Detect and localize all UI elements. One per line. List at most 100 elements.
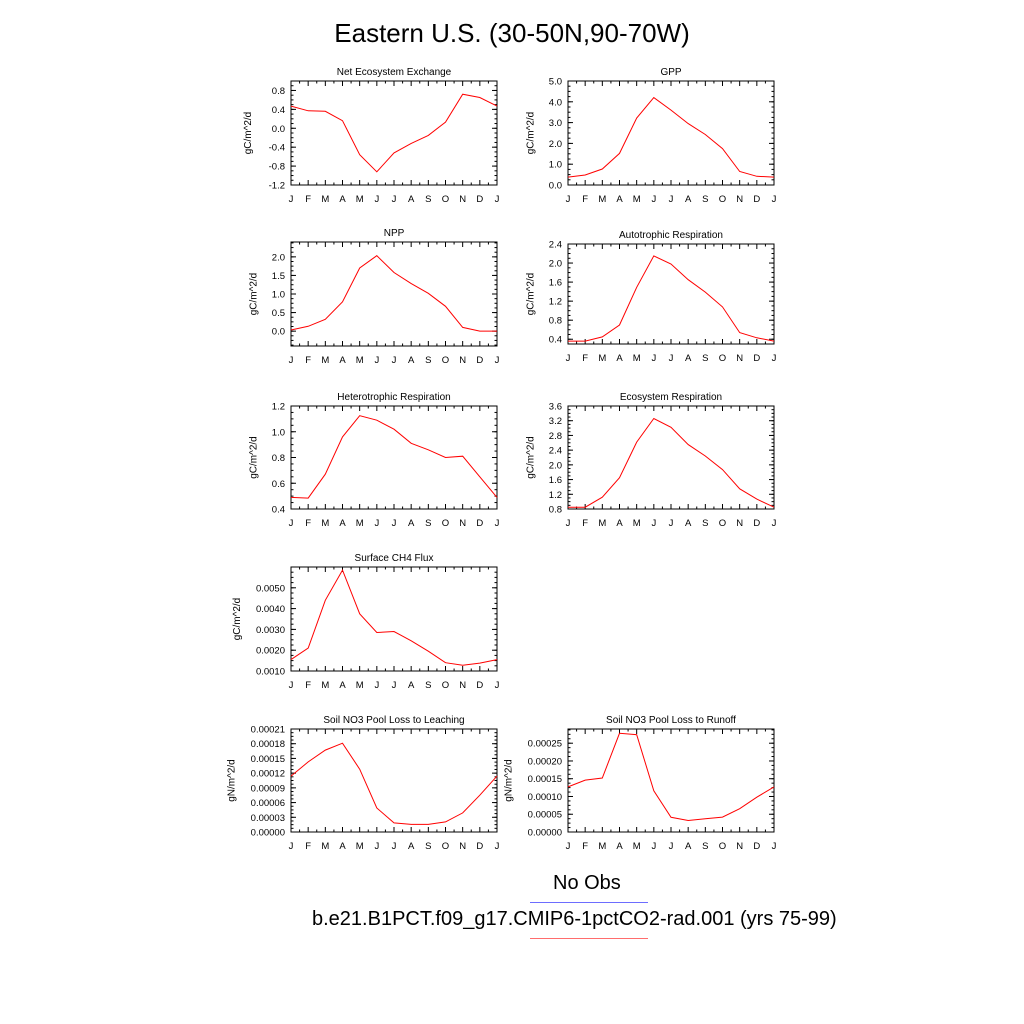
panel-2-xtick-label: J [651,194,656,205]
legend-obs-label: No Obs [553,872,621,894]
panel-8-xtick-label: J [495,841,500,852]
panel-8-xtick-label: A [339,841,346,852]
panel-8-xtick-label: J [374,841,379,852]
panel-6-ytick-label: 3.6 [549,402,562,413]
panel-8-xtick-label: A [408,841,415,852]
panel-7-xtick-label: O [442,680,449,691]
panel-5-xtick-label: J [374,518,379,529]
panel-7-frame [290,566,498,672]
panel-7-ytick-label: 0.0040 [256,604,285,615]
panel-9-xtick-label: D [753,841,760,852]
panel-4-series-line [568,255,775,342]
panel-6-xtick-label: F [582,518,588,529]
panel-4-xtick-label: N [736,353,743,364]
panel-6-xtick-label: M [598,518,606,529]
panel-3-xtick-label: A [339,355,346,366]
panel-3-xtick-label: O [442,355,449,366]
panel-3-xtick-label: A [408,355,415,366]
panel-1-xtick-label: O [442,194,449,205]
panel-3-ytick-label: 2.0 [272,252,285,263]
legend-case-line [530,938,648,939]
panel-7-xtick-label: F [305,680,311,691]
panel-4-frame [567,243,775,345]
panel-4-xtick-label: A [616,353,623,364]
panel-8-ytick-label: 0.00009 [251,783,285,794]
panel-6-xtick-label: D [753,518,760,529]
panel-2-series-line [567,96,775,178]
panel-8-ylabel: gN/m^2/d [227,759,238,802]
panel-4-ylabel: gC/m^2/d [526,273,537,316]
panel-8-xtick-label: J [289,841,294,852]
panel-5-ytick-label: 0.6 [272,479,285,490]
panel-1-ylabel: gC/m^2/d [243,112,254,155]
panel-1-xtick-label: M [356,194,364,205]
panel-8-title: Soil NO3 Pool Loss to Leaching [323,715,464,726]
panel-1-ytick-label: 0.0 [272,124,285,135]
panel-2-ytick-label: 3.0 [549,118,562,129]
panel-5-xtick-label: D [476,518,483,529]
panel-3-xtick-label: M [321,355,329,366]
panel-7-ytick-label: 0.0020 [256,646,285,657]
panel-3-xtick-label: M [356,355,364,366]
panel-9-xtick-label: M [598,841,606,852]
panel-4-ytick-label: 1.2 [549,297,562,308]
panel-1-xtick-label: D [476,194,483,205]
panel-1-series-line [290,93,498,173]
panel-5-ytick-label: 1.0 [272,427,285,438]
panel-1-ytick-label: -0.8 [269,162,285,173]
panel-6-xtick-label: A [616,518,623,529]
panel-3-xtick-label: F [305,355,311,366]
panel-2-xtick-label: S [702,194,708,205]
panel-1-ytick-label: 0.8 [272,86,285,97]
panel-3-xtick-label: J [495,355,500,366]
panel-8-ytick-label: 0.00012 [251,769,285,780]
panel-1-xtick-label: J [289,194,294,205]
panel-7-xtick-label: D [476,680,483,691]
panel-1-title: Net Ecosystem Exchange [337,67,452,78]
panel-7-xtick-label: J [374,680,379,691]
panel-2-xtick-label: O [719,194,726,205]
panel-4-ytick-label: 1.6 [549,278,562,289]
panel-9-xtick-label: M [633,841,641,852]
panel-3-xtick-label: J [392,355,397,366]
panel-6-xtick-label: J [772,518,777,529]
panel-8-xtick-label: N [459,841,466,852]
panel-2-ytick-label: 0.0 [549,181,562,192]
panel-2-ytick-label: 1.0 [549,160,562,171]
panel-4-xtick-label: J [772,353,777,364]
panel-1-xtick-label: J [392,194,397,205]
panel-8-ytick-label: 0.00018 [251,739,285,750]
panel-2-xtick-label: D [753,194,760,205]
panel-9-ytick-label: 0.00015 [528,774,562,785]
panel-2-title: GPP [660,67,681,78]
panel-3-ytick-label: 0.5 [272,308,285,319]
panel-4-xtick-label: A [685,353,692,364]
panel-9-ytick-label: 0.00025 [528,739,562,750]
panel-2-ytick-label: 2.0 [549,139,562,150]
panel-7-series-line [290,568,498,666]
panel-6-xtick-label: J [669,518,674,529]
panel-7-xtick-label: A [408,680,415,691]
panel-6-ytick-label: 2.0 [549,460,562,471]
panel-6-frame [567,405,775,510]
panel-9-xtick-label: O [719,841,726,852]
panel-1-xtick-label: A [339,194,346,205]
panel-3-title: NPP [384,228,405,239]
panel-5-ytick-label: 1.2 [272,402,285,413]
panel-1-ytick-label: -1.2 [269,181,285,192]
panel-7-ytick-label: 0.0050 [256,583,285,594]
panel-2-xtick-label: J [566,194,571,205]
legend-obs-line [530,902,648,903]
panel-2-xtick-label: J [669,194,674,205]
panel-7-ytick-label: 0.0010 [256,667,285,678]
panel-5-ylabel: gC/m^2/d [249,436,260,479]
panel-5-xtick-label: F [305,518,311,529]
panel-8-xtick-label: D [476,841,483,852]
panel-7-xtick-label: A [339,680,346,691]
panel-6-xtick-label: J [651,518,656,529]
panel-8-xtick-label: M [321,841,329,852]
panel-6-xtick-label: J [566,518,571,529]
panel-9-xtick-label: F [582,841,588,852]
panel-7-xtick-label: J [392,680,397,691]
panel-8-xtick-label: S [425,841,431,852]
